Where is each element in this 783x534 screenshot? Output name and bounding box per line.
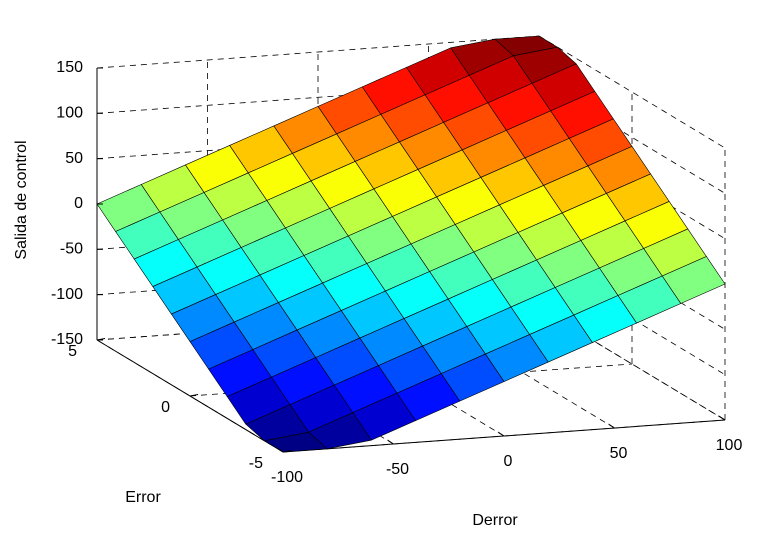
grid-line: [96, 80, 540, 114]
y-tick: [96, 338, 106, 341]
z-tick-label: -100: [51, 286, 83, 303]
z-tick-label: -150: [51, 331, 83, 348]
y-axis-label: Error: [125, 489, 161, 506]
x-tick: [276, 447, 284, 453]
x-tick: [387, 439, 394, 445]
x-tick-label: 100: [716, 437, 743, 454]
y-tick-label: 0: [161, 399, 170, 416]
z-tick-label: 150: [56, 59, 83, 76]
surface-patch: [264, 431, 328, 453]
grid-line: [538, 35, 726, 149]
x-tick-label: 0: [504, 453, 513, 470]
x-tick: [718, 415, 726, 421]
x-tick: [497, 431, 505, 437]
y-tick: [189, 394, 199, 397]
grid-line: [96, 35, 540, 69]
z-axis-label: Salida de control: [13, 140, 30, 259]
z-tick-label: -50: [60, 241, 83, 258]
y-tick: [282, 450, 292, 453]
z-tick-label: 50: [65, 150, 83, 167]
y-tick-label: -5: [249, 455, 263, 472]
z-tick-label: 100: [56, 105, 83, 122]
x-tick: [608, 423, 615, 429]
z-tick-label: 0: [74, 195, 83, 212]
y-tick-label: 5: [68, 343, 77, 360]
x-axis-label: Derror: [472, 512, 518, 529]
x-tick-label: 50: [610, 445, 628, 462]
x-tick-label: -100: [271, 469, 303, 486]
x-tick-label: -50: [386, 461, 409, 478]
